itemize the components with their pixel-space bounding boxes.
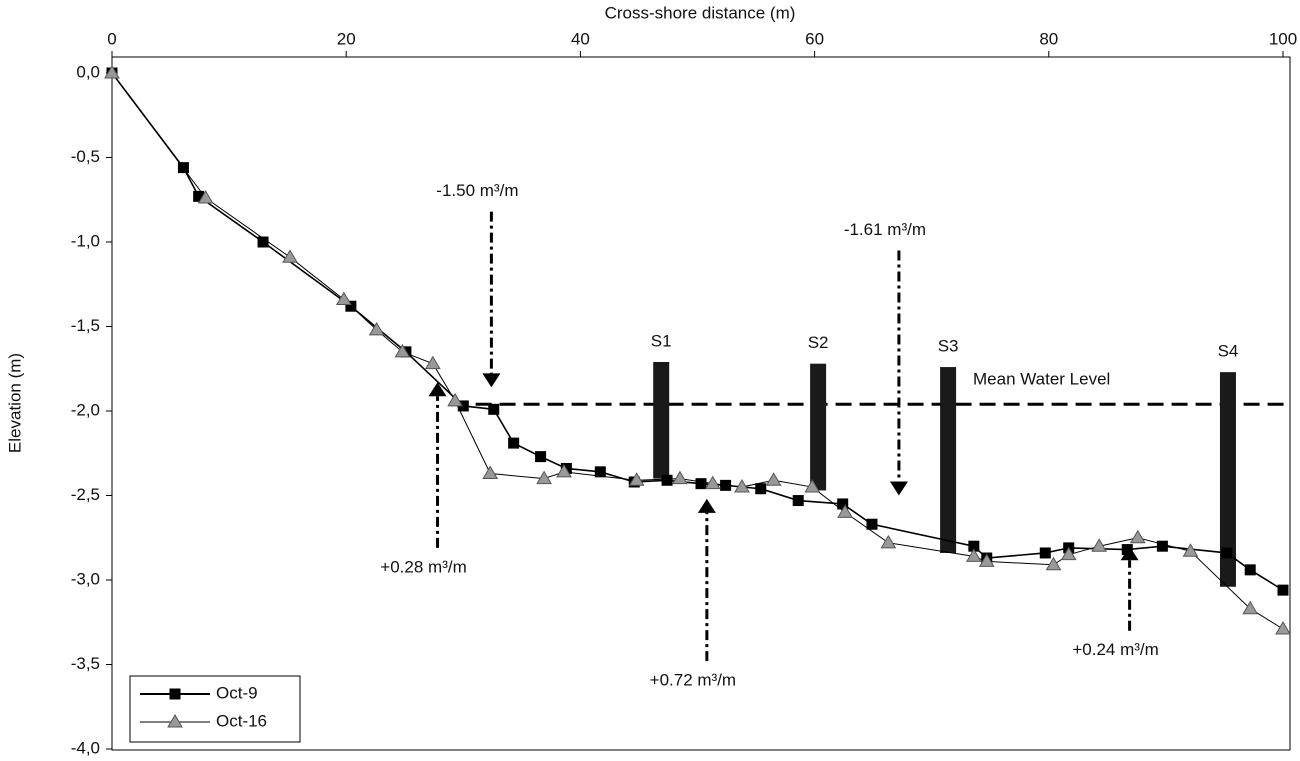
marker — [594, 466, 606, 478]
marker — [734, 479, 750, 493]
marker — [628, 472, 645, 486]
x-tick-label: 20 — [337, 29, 356, 48]
arrow-head — [889, 481, 908, 496]
y-tick-label: -0,5 — [71, 147, 100, 166]
sensor-bar — [653, 361, 670, 479]
marker — [535, 451, 547, 463]
y-tick-label: -1,5 — [71, 316, 100, 335]
sensor-label: S3 — [938, 337, 959, 356]
y-tick-label: -3,0 — [71, 569, 100, 588]
marker — [488, 403, 500, 415]
sensor-label: S1 — [651, 331, 672, 350]
x-tick-label: 80 — [1039, 29, 1058, 48]
mean-water-level-label: Mean Water Level — [973, 370, 1110, 389]
x-tick-label: 60 — [805, 29, 824, 48]
annotation-label: -1.50 m³/m — [436, 181, 518, 200]
sensor-label: S4 — [1218, 342, 1239, 361]
marker — [1129, 529, 1146, 544]
arrow-head — [697, 498, 716, 513]
marker — [368, 321, 385, 336]
marker — [536, 470, 552, 485]
y-tick-label: -2,5 — [71, 485, 100, 504]
marker — [1156, 540, 1168, 552]
sensor-bar — [940, 367, 957, 553]
marker — [104, 65, 120, 79]
marker — [672, 470, 688, 485]
sensor-bar — [810, 363, 827, 491]
marker — [704, 475, 721, 490]
legend-marker — [169, 688, 181, 700]
marker — [792, 495, 804, 507]
marker — [755, 483, 767, 495]
marker — [965, 548, 982, 562]
marker — [866, 518, 878, 530]
marker — [482, 465, 499, 480]
marker — [424, 355, 441, 370]
marker — [1221, 547, 1233, 559]
marker — [765, 472, 782, 486]
legend-box — [129, 675, 301, 743]
marker — [197, 190, 214, 204]
marker — [661, 474, 673, 486]
annotation-label: +0.24 m³/m — [1072, 640, 1158, 659]
y-tick-label: -4,0 — [71, 738, 100, 756]
marker — [556, 463, 572, 478]
marker — [394, 343, 411, 358]
series-line — [111, 72, 1284, 630]
legend-marker — [167, 714, 183, 728]
marker — [1060, 546, 1077, 561]
marker — [837, 504, 853, 518]
x-axis-title: Cross-shore distance (m) — [605, 3, 796, 22]
marker — [1242, 600, 1259, 615]
marker — [1182, 543, 1199, 557]
marker — [1275, 621, 1291, 635]
y-axis-title: Elevation (m) — [5, 353, 24, 453]
y-tick-label: 0,0 — [76, 62, 100, 81]
y-tick-label: -3,5 — [71, 654, 100, 673]
x-tick-label: 0 — [107, 29, 116, 48]
marker — [880, 534, 897, 549]
marker — [508, 437, 520, 449]
marker — [335, 291, 352, 305]
x-tick-label: 40 — [571, 29, 590, 48]
arrow-head — [482, 373, 501, 388]
y-tick-label: -2,0 — [71, 400, 100, 419]
marker — [1277, 584, 1289, 596]
annotation-label: -1.61 m³/m — [844, 220, 926, 239]
sensor-bar — [1219, 372, 1236, 587]
plot-frame — [111, 56, 1291, 751]
legend-label: Oct-16 — [216, 711, 267, 730]
y-tick-label: -1,0 — [71, 231, 100, 250]
marker — [978, 553, 995, 567]
arrow-head — [1120, 546, 1139, 561]
series-line — [111, 72, 1284, 591]
arrow-head — [428, 382, 447, 397]
marker — [1244, 564, 1256, 576]
sensor-label: S2 — [808, 333, 829, 352]
annotation-label: +0.72 m³/m — [650, 671, 736, 690]
marker — [1091, 538, 1108, 552]
marker — [1045, 556, 1062, 571]
marker — [695, 478, 707, 490]
marker — [282, 249, 298, 263]
x-tick-label: 100 — [1269, 29, 1297, 48]
marker — [1039, 547, 1051, 559]
legend-label: Oct-9 — [216, 683, 258, 702]
marker — [804, 479, 821, 493]
marker — [447, 392, 463, 407]
annotation-label: +0.28 m³/m — [380, 557, 466, 576]
